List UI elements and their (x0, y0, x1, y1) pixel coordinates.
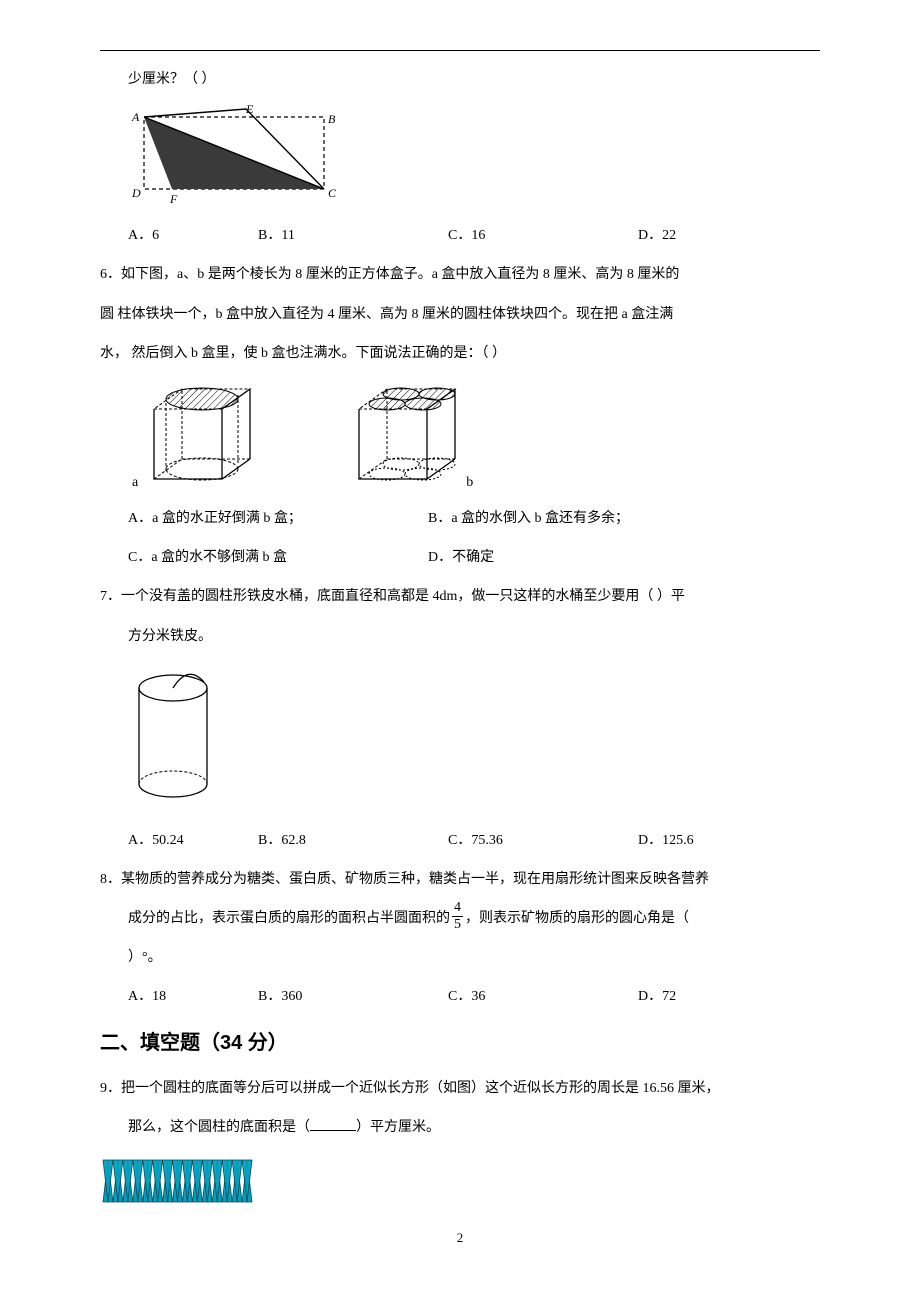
svg-text:D: D (131, 186, 141, 200)
q6-options-row1: A．a 盒的水正好倒满 b 盒； B．a 盒的水倒入 b 盒还有多余； (100, 499, 820, 538)
q8-stem-l1: 8．某物质的营养成分为糖类、蛋白质、矿物质三种，糖类占一半，现在用扇形统计图来反… (100, 860, 820, 899)
q9-figure (100, 1157, 820, 1210)
q5-optA: A．6 (128, 216, 258, 255)
q5-options: A．6 B．11 C．16 D．22 (100, 216, 820, 255)
q8-optB: B．360 (258, 977, 448, 1016)
q7-stem-l2: 方分米铁皮。 (100, 617, 820, 656)
q5-optB: B．11 (258, 216, 448, 255)
section2-title: 二、填空题（34 分） (100, 1017, 820, 1069)
q8-stem-l2a: 成分的占比，表示蛋白质的扇形的面积占半圆面积的 (128, 911, 450, 926)
q9-stem-l2b: ）平方厘米。 (356, 1120, 440, 1135)
q6-optA: A．a 盒的水正好倒满 b 盒； (128, 499, 428, 538)
q5-optD: D．22 (638, 216, 676, 255)
q5-figure: A E B C D F (128, 105, 820, 210)
svg-text:F: F (169, 192, 178, 205)
q8-optC: C．36 (448, 977, 638, 1016)
q6-stem-l2: 圆 柱体铁块一个，b 盒中放入直径为 4 厘米、高为 8 厘米的圆柱体铁块四个。… (100, 295, 820, 334)
frac-den: 5 (452, 917, 463, 932)
q8-stem-l2b: ，则表示矿物质的扇形的圆心角是（ (465, 911, 689, 926)
q8-stem-l3: ）°。 (100, 938, 820, 977)
q6-optD: D．不确定 (428, 538, 494, 577)
q6-optB: B．a 盒的水倒入 b 盒还有多余； (428, 499, 629, 538)
q7-optB: B．62.8 (258, 821, 448, 860)
q5-optC: C．16 (448, 216, 638, 255)
q9-stem-l2: 那么，这个圆柱的底面积是（ ）平方厘米。 (100, 1108, 820, 1147)
q7-options: A．50.24 B．62.8 C．75.36 D．125.6 (100, 821, 820, 860)
q6-stem-l1: 6．如下图，a、b 是两个棱长为 8 厘米的正方体盒子。a 盒中放入直径为 8 … (100, 255, 820, 294)
q8-optA: A．18 (128, 977, 258, 1016)
svg-text:E: E (245, 105, 254, 116)
q6-options-row2: C．a 盒的水不够倒满 b 盒 D．不确定 (100, 538, 820, 577)
q7-optA: A．50.24 (128, 821, 258, 860)
q9-blank (310, 1117, 356, 1131)
q6-label-a: a (132, 475, 138, 491)
page-number: 2 (100, 1230, 820, 1246)
q8-optD: D．72 (638, 977, 676, 1016)
q8-fraction: 45 (452, 901, 463, 932)
svg-text:A: A (131, 110, 140, 124)
frac-num: 4 (452, 901, 463, 917)
q6-figure: a (128, 381, 820, 491)
q7-optC: C．75.36 (448, 821, 638, 860)
q6-stem-l3: 水， 然后倒入 b 盒里，使 b 盒也注满水。下面说法正确的是：（ ） (100, 334, 820, 373)
q7-optD: D．125.6 (638, 821, 694, 860)
q5-tail: 少厘米？（ ） (100, 60, 820, 99)
q7-figure (128, 666, 820, 811)
q8-options: A．18 B．360 C．36 D．72 (100, 977, 820, 1016)
q6-optC: C．a 盒的水不够倒满 b 盒 (128, 538, 428, 577)
q8-stem-l2: 成分的占比，表示蛋白质的扇形的面积占半圆面积的45，则表示矿物质的扇形的圆心角是… (100, 899, 820, 938)
svg-text:B: B (328, 112, 336, 126)
q9-stem-l2a: 那么，这个圆柱的底面积是（ (128, 1120, 310, 1135)
q6-label-b: b (466, 475, 473, 491)
q9-stem-l1: 9．把一个圆柱的底面等分后可以拼成一个近似长方形（如图）这个近似长方形的周长是 … (100, 1069, 820, 1108)
q7-stem-l1: 7．一个没有盖的圆柱形铁皮水桶，底面直径和高都是 4dm，做一只这样的水桶至少要… (100, 577, 820, 616)
svg-text:C: C (328, 186, 337, 200)
